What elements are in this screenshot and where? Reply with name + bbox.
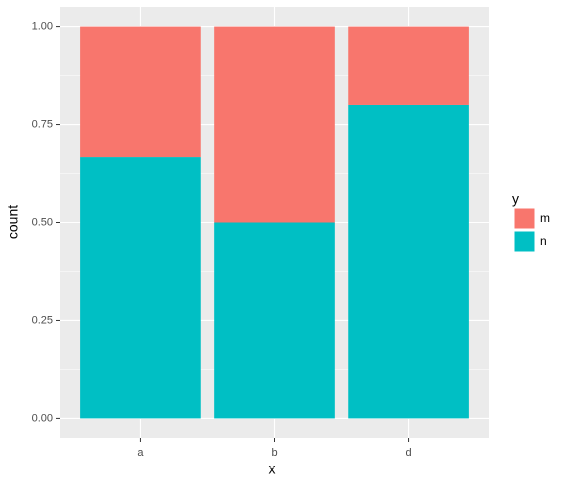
y-tick-label: 0.00	[32, 412, 53, 424]
x-tick-label: d	[406, 447, 412, 459]
bar-segment	[348, 104, 469, 419]
y-axis-title: count	[5, 205, 21, 239]
y-tick-label: 0.75	[32, 118, 53, 130]
bar-segment	[214, 222, 335, 419]
legend-label: m	[540, 211, 550, 225]
y-tick-label: 0.50	[32, 216, 53, 228]
bar-segment	[80, 157, 201, 419]
y-tick-label: 0.25	[32, 314, 53, 326]
legend-label: n	[540, 234, 547, 248]
legend-key	[513, 207, 536, 230]
x-tick-label: b	[271, 447, 277, 459]
x-tick-label: a	[137, 447, 144, 459]
y-tick-label: 1.00	[32, 20, 53, 32]
legend-title: y	[512, 191, 519, 207]
bar-segment	[348, 26, 469, 105]
x-axis-title: x	[269, 461, 276, 477]
legend-key	[513, 230, 536, 253]
bar-segment	[80, 26, 201, 158]
bar-segment	[214, 26, 335, 223]
